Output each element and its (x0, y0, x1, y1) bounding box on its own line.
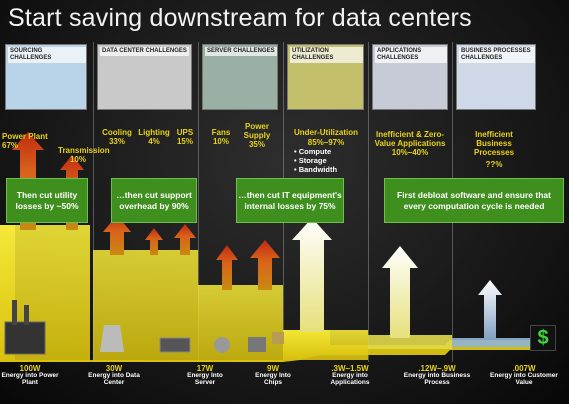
panel-server: Server Challenges (202, 44, 278, 110)
label-inefficient-bp: Inefficient Business Processes (473, 130, 515, 157)
stage-divider (368, 42, 369, 362)
stage-divider (198, 42, 199, 362)
stage-server: 17W Energy Into Server (187, 364, 223, 387)
fan-icon (214, 337, 230, 353)
stage-divider (93, 42, 94, 362)
list-item: • Compute (294, 147, 332, 156)
stage-power-plant: 100W Energy into Power Plant (1, 364, 59, 387)
label-lighting: Lighting 4% (138, 128, 170, 146)
box-debloat-software: First debloat software and ensure that e… (384, 178, 564, 223)
power-plant-icon (4, 321, 46, 355)
panel-applications: Applications Challenges (372, 44, 448, 110)
label-under-utilization: Under-Utilization (294, 128, 358, 137)
loss-arrow-cooling (103, 215, 131, 255)
label-fans: Fans 10% (211, 128, 231, 146)
box-cut-it: …then cut IT equipment's internal losses… (236, 178, 344, 223)
server-rack-icon (159, 337, 191, 353)
panel-business: Business Processes Challenges (456, 44, 536, 110)
business-flow (452, 338, 532, 347)
loss-arrow-ups (174, 224, 196, 255)
loss-arrow-lighting (145, 228, 163, 255)
main-energy-flow (0, 225, 530, 362)
cooling-tower-icon (100, 325, 124, 352)
stage-business-process: .12W–.9W Energy into Business Process (403, 364, 471, 387)
stage-applications: .3W–1.5W Energy into Applications (330, 364, 370, 387)
label-inefficient-apps: Inefficient & Zero-Value Applications 10… (374, 130, 446, 157)
box-cut-support: …then cut support overhead by 90% (111, 178, 197, 223)
list-item: • Bandwidth (294, 165, 338, 174)
loss-arrow-utilization (292, 218, 332, 332)
stage-chips: 9W Energy Into Chips (255, 364, 291, 387)
page-title: Start saving downstream for data centers (8, 4, 472, 32)
list-item: • Storage (294, 156, 327, 165)
label-transmission: Transmission 10% (58, 146, 110, 164)
panel-data-center: Data Center Challenges (97, 44, 192, 110)
dollar-icon: $ (530, 325, 556, 351)
loss-arrow-business (478, 280, 502, 340)
server-flow (198, 285, 283, 362)
chip-icon (272, 332, 284, 344)
stage-customer-value: .007W Energy into Customer Value (490, 364, 558, 387)
box-cut-utility: Then cut utility losses by ~50% (6, 178, 88, 223)
stage-data-center: 30W Energy into Data Center (88, 364, 140, 387)
loss-arrow-applications (382, 246, 418, 338)
power-supply-icon (248, 337, 266, 352)
label-under-utilization-pct: 85%–97% (307, 138, 345, 147)
app-flow (368, 335, 452, 349)
loss-arrow-fans (216, 245, 238, 290)
label-power-supply: Power Supply 35% (243, 122, 271, 149)
chips-flow (283, 330, 368, 360)
panel-utilization: Utilization Challenges (287, 44, 364, 110)
label-inefficient-bp-pct: ??% (485, 160, 503, 169)
panel-sourcing: Sourcing Challenges (5, 44, 87, 110)
label-ups: UPS 15% (176, 128, 194, 146)
loss-arrow-power-supply (250, 240, 280, 290)
label-power-plant: Power Plant 67% (2, 132, 48, 150)
under-utilization-list: • Compute • Storage • Bandwidth (294, 147, 366, 174)
label-cooling: Cooling 33% (102, 128, 132, 146)
